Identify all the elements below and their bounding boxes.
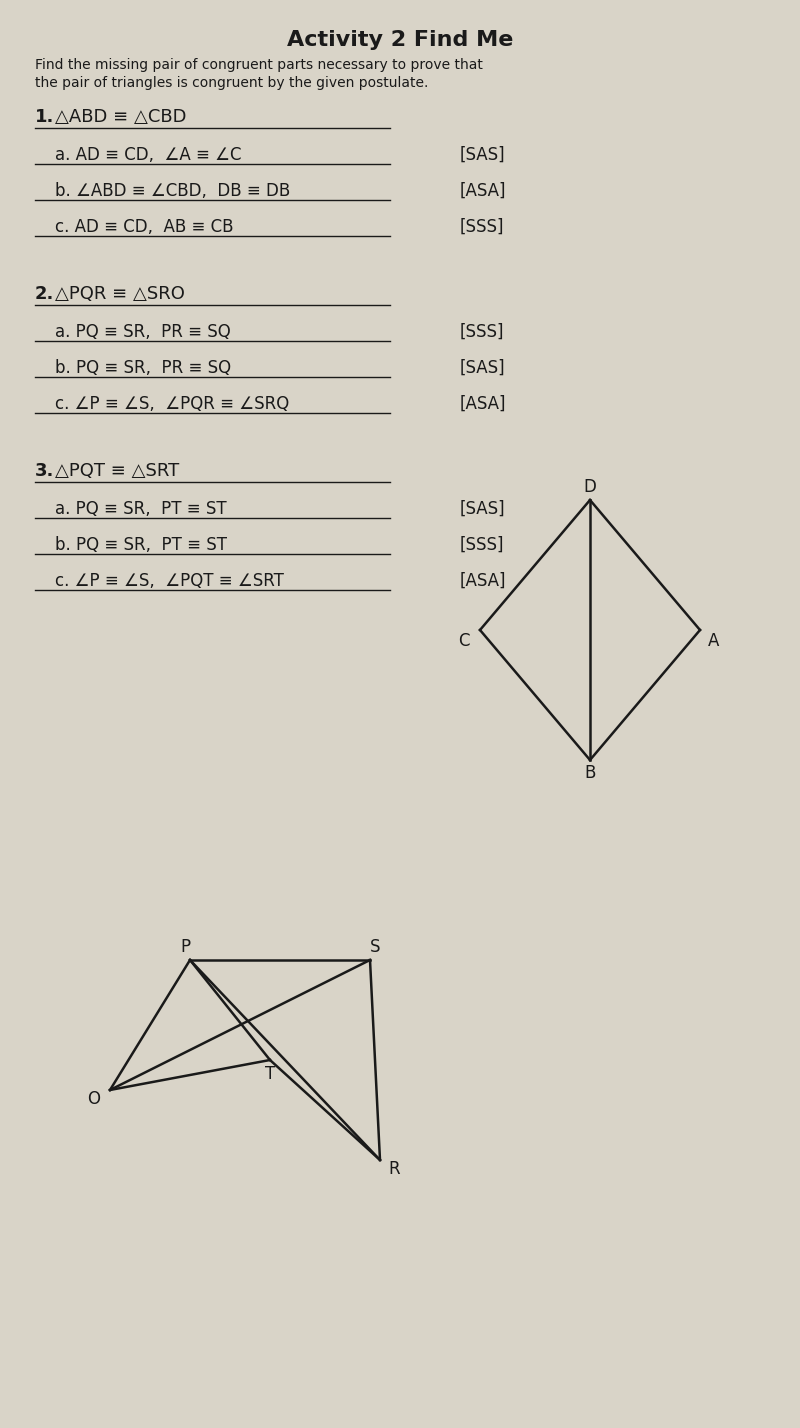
Text: [SSS]: [SSS]	[460, 218, 505, 236]
Text: Find the missing pair of congruent parts necessary to prove that: Find the missing pair of congruent parts…	[35, 59, 487, 71]
Text: Activity 2 Find Me: Activity 2 Find Me	[287, 30, 513, 50]
Text: R: R	[388, 1160, 400, 1178]
Text: [SAS]: [SAS]	[460, 146, 506, 164]
Text: [ASA]: [ASA]	[460, 573, 506, 590]
Text: P: P	[180, 938, 190, 955]
Text: c. ∠P ≡ ∠S,  ∠PQT ≡ ∠SRT: c. ∠P ≡ ∠S, ∠PQT ≡ ∠SRT	[55, 573, 284, 590]
Text: b. PQ ≡ SR,  PR ≡ SQ: b. PQ ≡ SR, PR ≡ SQ	[55, 358, 231, 377]
Text: c. AD ≡ CD,  AB ≡ CB: c. AD ≡ CD, AB ≡ CB	[55, 218, 234, 236]
Text: S: S	[370, 938, 380, 955]
Text: a. AD ≡ CD,  ∠A ≡ ∠C: a. AD ≡ CD, ∠A ≡ ∠C	[55, 146, 242, 164]
Text: 2.: 2.	[35, 286, 54, 303]
Text: b. PQ ≡ SR,  PT ≡ ST: b. PQ ≡ SR, PT ≡ ST	[55, 536, 227, 554]
Text: c. ∠P ≡ ∠S,  ∠PQR ≡ ∠SRQ: c. ∠P ≡ ∠S, ∠PQR ≡ ∠SRQ	[55, 396, 290, 413]
Text: △PQR ≡ △SRO: △PQR ≡ △SRO	[55, 286, 185, 303]
Text: B: B	[584, 764, 596, 783]
Text: [ASA]: [ASA]	[460, 181, 506, 200]
Text: [ASA]: [ASA]	[460, 396, 506, 413]
Text: △ABD ≡ △CBD: △ABD ≡ △CBD	[55, 109, 186, 126]
Text: [SSS]: [SSS]	[460, 323, 505, 341]
Text: the pair of triangles is congruent by the given postulate.: the pair of triangles is congruent by th…	[35, 76, 428, 90]
Text: b. ∠ABD ≡ ∠CBD,  DB ≡ DB: b. ∠ABD ≡ ∠CBD, DB ≡ DB	[55, 181, 290, 200]
Text: △PQT ≡ △SRT: △PQT ≡ △SRT	[55, 463, 179, 480]
Text: [SAS]: [SAS]	[460, 358, 506, 377]
Text: 1.: 1.	[35, 109, 54, 126]
Text: T: T	[265, 1065, 275, 1082]
Text: a. PQ ≡ SR,  PR ≡ SQ: a. PQ ≡ SR, PR ≡ SQ	[55, 323, 230, 341]
Text: A: A	[708, 633, 720, 650]
Text: [SAS]: [SAS]	[460, 500, 506, 518]
Text: D: D	[583, 478, 597, 496]
Text: O: O	[87, 1090, 101, 1108]
Text: a. PQ ≡ SR,  PT ≡ ST: a. PQ ≡ SR, PT ≡ ST	[55, 500, 226, 518]
Text: C: C	[458, 633, 470, 650]
Text: 3.: 3.	[35, 463, 54, 480]
Text: [SSS]: [SSS]	[460, 536, 505, 554]
